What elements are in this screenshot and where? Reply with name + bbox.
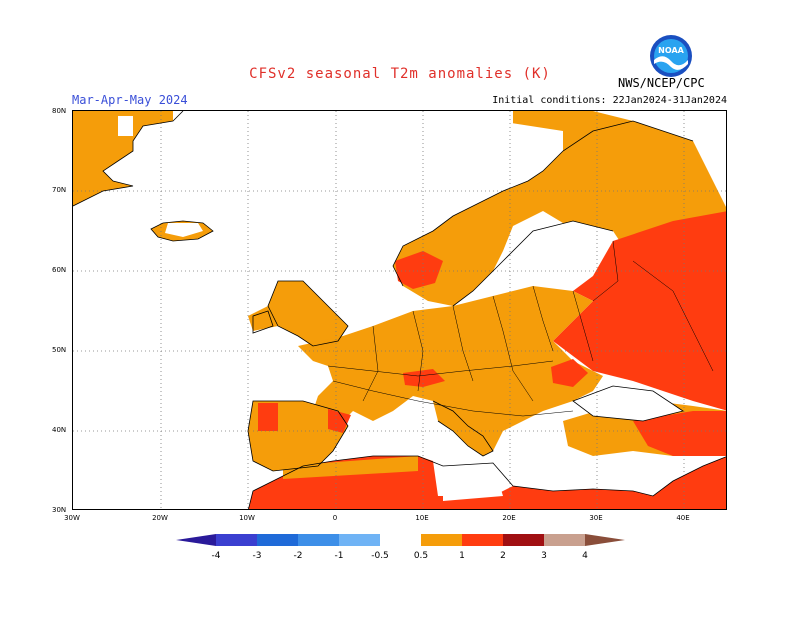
map-title: CFSv2 seasonal T2m anomalies (K) bbox=[249, 66, 551, 82]
lon-label-0: 0 bbox=[332, 514, 338, 522]
british-isles-anomaly bbox=[248, 281, 348, 346]
lat-label-50n: 50N bbox=[52, 346, 67, 354]
colorbar-swatch-4 bbox=[339, 534, 380, 546]
graticule bbox=[73, 111, 726, 509]
colorbar-label-neg05: -0.5 bbox=[371, 551, 389, 561]
colorbar-label-neg2: -2 bbox=[294, 551, 303, 561]
colorbar-swatch-1 bbox=[216, 534, 257, 546]
colorbar-swatch-2 bbox=[257, 534, 298, 546]
balkans-hot bbox=[551, 359, 588, 387]
colorbar-label-1: 1 bbox=[459, 551, 465, 561]
iceland-white bbox=[165, 223, 203, 237]
lon-label-20w: 20W bbox=[152, 514, 168, 522]
svg-text:NOAA: NOAA bbox=[658, 46, 684, 55]
continental-europe-anomaly bbox=[298, 286, 603, 451]
colorbar-label-neg3: -3 bbox=[253, 551, 262, 561]
lon-label-40e: 40E bbox=[676, 514, 690, 522]
scandinavia-white-north bbox=[433, 111, 513, 136]
colorbar-label-2: 2 bbox=[500, 551, 506, 561]
greenland-anomaly bbox=[73, 111, 173, 206]
lon-label-10w: 10W bbox=[239, 514, 255, 522]
lat-label-70n: 70N bbox=[52, 186, 67, 194]
lon-label-30e: 30E bbox=[589, 514, 603, 522]
map-canvas bbox=[73, 111, 726, 509]
colorbar-swatch-5 bbox=[380, 534, 421, 546]
colorbar-label-4: 4 bbox=[582, 551, 588, 561]
alps-hot bbox=[403, 369, 445, 387]
colorbar-swatch-6 bbox=[421, 534, 462, 546]
iberia-hot-east bbox=[328, 409, 351, 433]
italy-anomaly bbox=[433, 401, 493, 456]
lon-label-30w: 30W bbox=[64, 514, 80, 522]
lat-label-30n: 30N bbox=[52, 506, 67, 514]
lat-label-80n: 80N bbox=[52, 107, 67, 115]
coastlines bbox=[73, 111, 726, 509]
russia-hot bbox=[553, 211, 726, 411]
colorbar-min-arrow bbox=[176, 534, 216, 546]
colorbar-swatch-3 bbox=[298, 534, 339, 546]
agency-label: NWS/NCEP/CPC bbox=[618, 76, 705, 90]
colorbar-swatch-9 bbox=[544, 534, 585, 546]
colorbar-label-neg1: -1 bbox=[335, 551, 344, 561]
greenland-white bbox=[118, 116, 133, 136]
logo: NOAA bbox=[649, 34, 693, 78]
colorbar-svg: -4 -3 -2 -1 -0.5 0.5 1 2 3 4 bbox=[176, 534, 625, 561]
lat-label-40n: 40N bbox=[52, 426, 67, 434]
initial-conditions-label: Initial conditions: 22Jan2024-31Jan2024 bbox=[492, 95, 727, 106]
baltic-white bbox=[493, 211, 563, 281]
lat-label-60n: 60N bbox=[52, 266, 67, 274]
borders bbox=[327, 240, 714, 417]
colorbar: -4 -3 -2 -1 -0.5 0.5 1 2 3 4 bbox=[176, 532, 628, 562]
africa-white-gap bbox=[443, 463, 503, 501]
colorbar-swatch-8 bbox=[503, 534, 544, 546]
season-label: Mar-Apr-May 2024 bbox=[72, 93, 188, 107]
africa-orange-band bbox=[283, 456, 418, 479]
colorbar-label-3: 3 bbox=[541, 551, 547, 561]
colorbar-label-05: 0.5 bbox=[414, 551, 428, 561]
lon-label-20e: 20E bbox=[502, 514, 516, 522]
norway-hot bbox=[395, 251, 443, 289]
colorbar-max-arrow bbox=[585, 534, 625, 546]
colorbar-swatch-7 bbox=[462, 534, 503, 546]
anomaly-map bbox=[72, 110, 727, 510]
colorbar-label-neg4: -4 bbox=[212, 551, 221, 561]
black-sea-white bbox=[573, 386, 683, 421]
turkey-hot bbox=[633, 411, 726, 456]
lon-label-10e: 10E bbox=[415, 514, 429, 522]
iberia-hot-west bbox=[258, 403, 278, 431]
